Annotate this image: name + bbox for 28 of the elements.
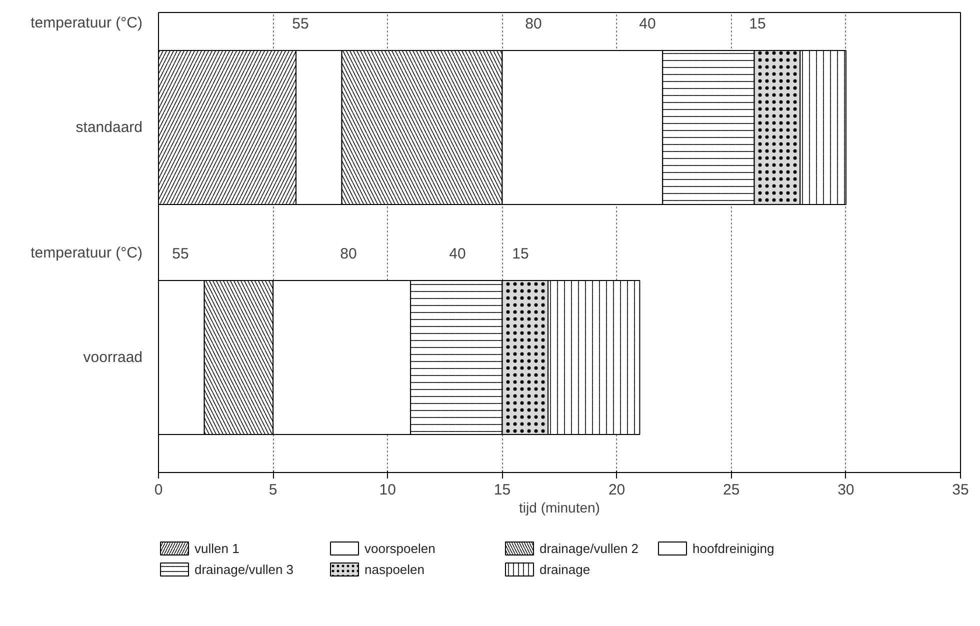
- annotation: 15: [749, 15, 766, 32]
- annotation: 80: [340, 245, 357, 262]
- annotation: 40: [449, 245, 466, 262]
- annotation: 55: [292, 15, 309, 32]
- annotation: 55: [172, 245, 189, 262]
- legend-label: hoofdreiniging: [692, 541, 774, 556]
- y-tick-label: voorraad: [83, 349, 142, 366]
- y-tick-label: standaard: [76, 119, 142, 136]
- x-tick-label: 5: [268, 482, 278, 498]
- x-tick-label: 10: [379, 482, 396, 498]
- x-tick-label: 20: [608, 482, 626, 498]
- x-axis-title: tijd (minuten): [519, 500, 600, 516]
- annotation: 40: [639, 15, 656, 32]
- x-tick-label: 30: [838, 482, 854, 498]
- legend-label: voorspoelen: [364, 541, 436, 556]
- x-tick-label: 25: [723, 482, 740, 498]
- x-tick-label: 15: [494, 482, 511, 498]
- legend-label: naspoelen: [364, 562, 424, 577]
- legend-label: drainage: [540, 562, 590, 577]
- legend-label: drainage/vullen 2: [540, 541, 639, 556]
- legend-label: vullen 1: [194, 541, 240, 556]
- annotation: 15: [512, 245, 529, 262]
- x-tick-label: 35: [952, 482, 969, 498]
- legend-label: drainage/vullen 3: [194, 562, 294, 577]
- text: temperatuur (°C): [30, 244, 143, 262]
- annotation: 80: [525, 15, 542, 32]
- x-tick-label: 0: [154, 482, 163, 498]
- text: temperatuur (°C): [30, 14, 143, 32]
